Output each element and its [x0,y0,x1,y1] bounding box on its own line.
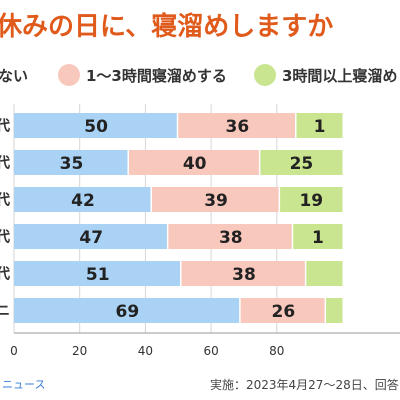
survey-note: 実施：2023年4月27～28日、回答 [210,378,399,392]
legend-swatch-1-3h [58,64,80,86]
bar-4-series-2 [306,261,343,286]
data-label-4-1: 38 [232,265,256,285]
bar-3-series-0 [14,224,167,249]
data-label-2-1: 39 [204,191,228,211]
bar-1-series-1 [128,150,259,175]
bar-5-series-2 [326,298,343,323]
bar-1-series-2 [260,150,343,175]
data-label-2-2: 19 [299,191,323,211]
title-bar: 休みの日に、寝溜めしますか [0,0,400,44]
x-tick-label-40: 40 [138,344,153,358]
chart-title: 休みの日に、寝溜めしますか [0,12,334,42]
source-brand: ニュース [2,378,46,391]
bar-0-series-1 [178,113,296,138]
data-label-3-2: 1 [312,228,324,248]
bar-3-series-1 [168,224,292,249]
bar-2-series-2 [280,187,343,212]
category-label-4: 代 [0,266,10,283]
data-label-0-0: 50 [84,117,108,137]
data-label-3-1: 38 [219,228,243,248]
legend-label-1-3h: 1～3時間寝溜めする [86,66,227,85]
legend-item-1-3h: 1～3時間寝溜めする [58,62,227,88]
legend-label-3h-plus: 3時間以上寝溜め [282,66,398,85]
bar-2-series-0 [14,187,151,212]
category-label-0: 代 [0,118,10,135]
stacked-bar-chart: 代 50 36 1 代 35 40 25 代 42 39 19 代 47 38 1 代 51 38 ニ 69 26 0 20 4… [0,104,400,358]
x-tick-label-60: 60 [203,344,218,358]
category-label-5: ニ [0,304,10,320]
bar-4-series-1 [181,261,305,286]
legend-item-none: ない [0,62,28,88]
legend-label-none: ない [0,66,29,85]
bar-4-series-0 [14,261,181,286]
data-label-0-2: 1 [314,117,326,137]
bar-5-series-1 [240,298,325,323]
legend-item-3h-plus: 3時間以上寝溜め [254,62,397,88]
x-tick-label-80: 80 [269,344,284,358]
data-label-3-0: 47 [79,228,103,248]
data-label-5-0: 69 [115,302,139,322]
data-label-2-0: 42 [71,191,95,211]
bar-1-series-0 [14,150,128,175]
data-label-0-1: 36 [226,117,250,137]
x-tick-label-20: 20 [72,344,87,358]
data-label-1-0: 35 [60,154,84,174]
bar-3-series-2 [293,224,343,249]
legend: ない 1～3時間寝溜めする 3時間以上寝溜め [0,56,400,96]
data-label-4-0: 51 [86,265,110,285]
bar-2-series-1 [151,187,279,212]
bar-5-series-0 [14,298,240,323]
category-label-3: 代 [0,229,10,246]
legend-swatch-3h-plus [254,64,276,86]
bar-0-series-0 [14,113,177,138]
category-label-2: 代 [0,192,10,209]
category-label-1: 代 [0,155,10,172]
bar-0-series-2 [296,113,343,138]
data-label-5-1: 26 [272,302,296,322]
data-label-1-2: 25 [290,154,314,174]
data-label-1-1: 40 [183,154,207,174]
x-tick-label-0: 0 [10,344,18,358]
